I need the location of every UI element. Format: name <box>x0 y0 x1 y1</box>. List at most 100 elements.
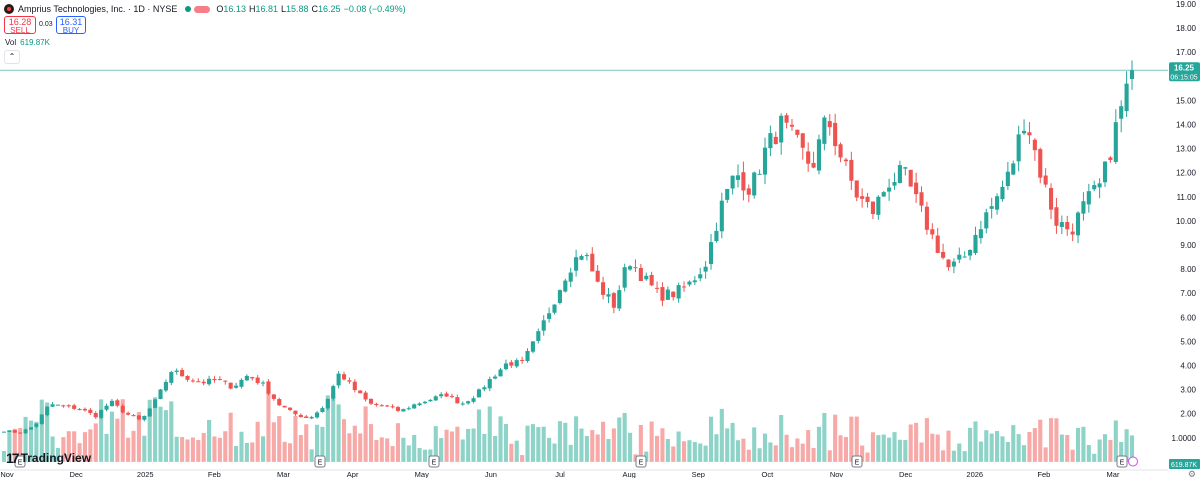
volume-bar <box>1032 428 1037 462</box>
tv-logo-icon: 17 <box>6 450 20 466</box>
candle-body <box>18 432 23 434</box>
visibility-toggle-icon[interactable] <box>194 5 211 13</box>
candle-body <box>158 389 163 399</box>
price-tick-label: 15.00 <box>1176 96 1197 105</box>
volume-bar <box>1048 418 1054 462</box>
candle-body <box>28 427 34 430</box>
candle-body <box>109 400 114 407</box>
volume-bar <box>795 438 800 462</box>
volume-bar <box>557 421 562 462</box>
time-axis-label: Dec <box>899 470 913 478</box>
candle-body <box>865 196 870 203</box>
candle-body <box>509 362 514 366</box>
candle-body <box>66 405 71 407</box>
last-price-label: 16.25 <box>1174 63 1195 72</box>
earnings-marker[interactable] <box>428 455 440 468</box>
candle-body <box>995 196 1000 210</box>
volume-bar <box>261 436 266 462</box>
candle-body <box>401 409 406 412</box>
candle-body <box>104 405 109 410</box>
candle-body <box>579 255 584 260</box>
earnings-marker[interactable] <box>14 455 26 468</box>
volume-bar <box>514 440 519 462</box>
volume-bar <box>61 437 66 462</box>
candle-body <box>984 212 989 229</box>
last-price-badge[interactable] <box>1169 62 1200 82</box>
candle-body <box>493 376 498 379</box>
candle-body <box>1 431 7 433</box>
candle-body <box>633 267 638 269</box>
candle-body <box>131 415 136 417</box>
volume-bar <box>530 424 535 462</box>
time-axis-label: Mar <box>277 470 290 478</box>
volume-bar <box>169 401 174 462</box>
candle-body <box>163 381 168 391</box>
volume-bar <box>358 433 363 462</box>
volume-bar <box>1070 449 1075 462</box>
earnings-marker[interactable] <box>1116 455 1128 468</box>
candle-body <box>708 242 714 265</box>
candle-body <box>331 386 336 399</box>
collapse-legend-button[interactable]: ⌃ <box>4 50 20 64</box>
candle-body <box>471 398 476 402</box>
volume-bar <box>860 445 865 462</box>
price-tick-label: 4.00 <box>1180 362 1196 371</box>
candle-body <box>282 405 287 408</box>
symbol-legend: Amprius Technologies, Inc. · 1D · NYSE O… <box>4 2 409 16</box>
candle-body <box>601 282 606 295</box>
volume-bar <box>865 452 870 462</box>
volume-bar <box>887 437 892 462</box>
volume-bar <box>180 437 185 462</box>
buy-button[interactable]: 16.31 BUY <box>56 16 86 35</box>
volume-bar <box>1022 445 1027 462</box>
candle-body <box>217 379 222 381</box>
volume-bar <box>1129 435 1135 462</box>
sell-price: 16.28 <box>8 17 32 27</box>
candle-body <box>924 206 929 230</box>
volume-bar <box>131 430 136 462</box>
volume-bar <box>584 435 589 462</box>
candle-body <box>39 414 44 424</box>
gear-icon[interactable]: ⚙ <box>1187 469 1196 479</box>
candle-body <box>1097 183 1102 188</box>
volume-bar <box>341 419 347 462</box>
symbol-title[interactable]: Amprius Technologies, Inc. · 1D · NYSE <box>18 4 178 14</box>
volume-bar <box>973 421 978 462</box>
volume-bar <box>277 416 282 462</box>
volume-bar <box>870 432 875 462</box>
candle-body <box>174 370 179 372</box>
volume-bar <box>455 426 460 462</box>
candle-body <box>390 406 395 408</box>
volume-bar <box>525 425 530 462</box>
candle-body <box>293 410 298 415</box>
time-axis-label: 2026 <box>966 470 983 478</box>
volume-bar <box>18 428 23 462</box>
candle-body <box>433 396 438 401</box>
market-status-icon[interactable] <box>185 6 192 12</box>
volume-bar <box>946 430 951 462</box>
price-tick-label: 19.00 <box>1176 0 1197 9</box>
volume-bar <box>223 431 228 462</box>
candle-body <box>444 393 449 397</box>
sell-button[interactable]: 16.28 SELL <box>4 16 36 35</box>
volume-bar <box>196 440 201 462</box>
volume-bar <box>406 445 411 462</box>
volume-bar <box>816 426 822 462</box>
volume-legend[interactable]: Vol 619.87K <box>5 38 50 47</box>
dividend-marker-icon[interactable] <box>1128 456 1138 467</box>
candle-body <box>552 304 557 313</box>
candle-body <box>843 159 849 162</box>
earnings-marker[interactable] <box>314 455 326 468</box>
earnings-marker[interactable] <box>851 455 863 468</box>
candle-body <box>201 381 206 384</box>
volume-bar <box>390 446 395 462</box>
tradingview-logo[interactable]: 17 TradingView <box>6 450 91 466</box>
candle-body <box>1108 157 1113 160</box>
earnings-marker[interactable] <box>635 455 647 468</box>
volume-label: Vol <box>5 38 17 47</box>
candle-body <box>563 280 568 292</box>
candle-body <box>352 381 357 391</box>
candle-body <box>1059 222 1064 227</box>
